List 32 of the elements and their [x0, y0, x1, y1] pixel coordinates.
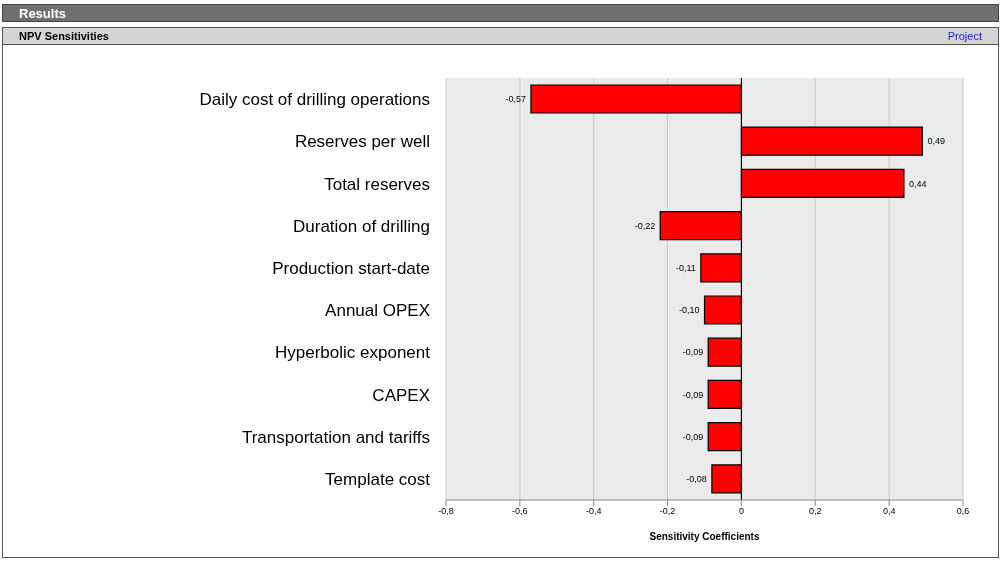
- y-tick-label: Template cost: [325, 469, 431, 489]
- y-tick-label: Reserves per well: [294, 132, 430, 152]
- data-label: 0,44: [908, 178, 927, 189]
- data-label: -0,57: [505, 94, 526, 105]
- y-tick-label: Daily cost of drilling operations: [199, 90, 430, 110]
- data-label: -0,10: [678, 305, 700, 316]
- text: Project: [947, 30, 982, 42]
- text: NPV Sensitivities: [19, 30, 109, 42]
- x-tick-label: 0: [738, 506, 744, 517]
- x-tick-label: 0,6: [956, 506, 970, 517]
- data-label: -0,22: [634, 220, 656, 231]
- y-tick-label: Total reserves: [324, 174, 430, 194]
- y-tick-label: CAPEX: [372, 385, 430, 405]
- data-label: -0,09: [682, 347, 704, 358]
- data-label: 0,49: [927, 136, 945, 147]
- data-label: -0,09: [682, 389, 704, 400]
- y-tick-label: Production start-date: [272, 258, 430, 278]
- x-tick-label: -0,8: [438, 506, 454, 517]
- x-tick-label: -0,2: [659, 506, 676, 517]
- y-tick-label: Hyperbolic exponent: [275, 343, 431, 363]
- text: Results: [2, 4, 999, 22]
- x-tick-label: -0,4: [585, 506, 602, 517]
- y-tick-label: Duration of drilling: [292, 216, 430, 236]
- x-tick-label: 0,4: [882, 506, 896, 517]
- x-tick-label: 0,2: [809, 506, 822, 517]
- y-tick-label: Transportation and tariffs: [241, 427, 430, 447]
- data-label: -0,11: [675, 262, 696, 273]
- data-label: -0,08: [686, 473, 707, 484]
- x-axis-title: Sensitivity Coefficients: [649, 531, 760, 542]
- x-tick-label: -0,6: [512, 506, 528, 517]
- data-label: -0,09: [682, 431, 704, 442]
- y-tick-label: Annual OPEX: [325, 301, 430, 321]
